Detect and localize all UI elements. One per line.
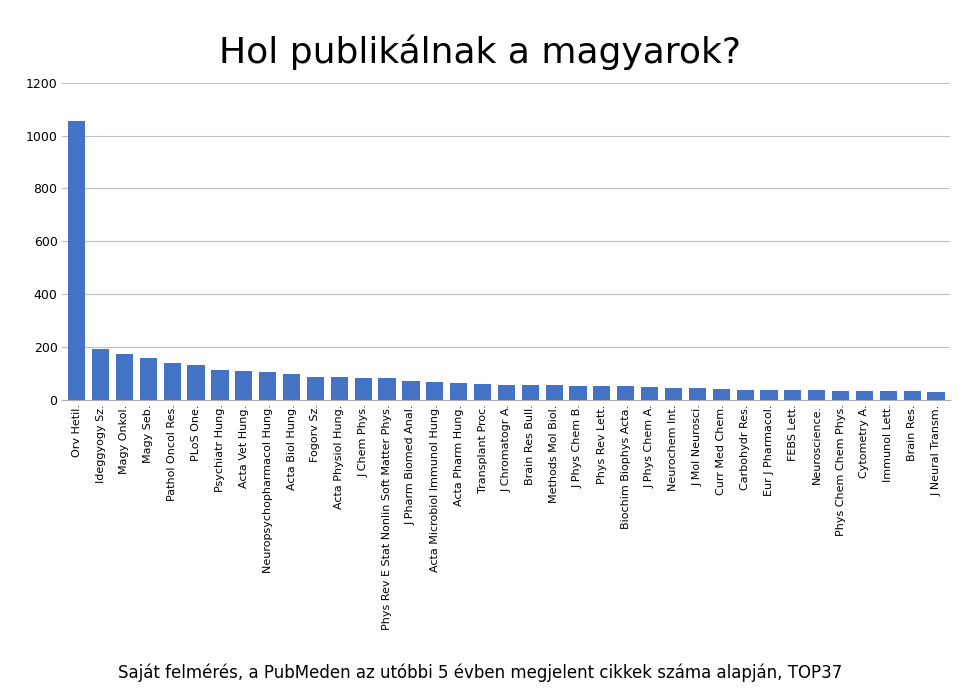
Bar: [927, 391, 945, 400]
Bar: [808, 391, 826, 400]
Bar: [402, 381, 420, 400]
Bar: [378, 378, 396, 400]
Bar: [140, 358, 156, 400]
Bar: [498, 384, 515, 400]
Bar: [832, 391, 850, 400]
Bar: [307, 377, 324, 400]
Bar: [92, 349, 109, 400]
Bar: [68, 121, 85, 400]
Bar: [235, 371, 252, 400]
Bar: [259, 372, 276, 400]
Bar: [283, 374, 300, 400]
Bar: [569, 386, 587, 400]
Bar: [879, 391, 897, 400]
Bar: [354, 378, 372, 400]
Bar: [903, 391, 921, 400]
Bar: [712, 389, 730, 400]
Bar: [593, 386, 611, 400]
Bar: [545, 385, 563, 400]
Bar: [856, 391, 873, 400]
Bar: [784, 390, 802, 400]
Bar: [688, 389, 706, 400]
Bar: [641, 387, 659, 400]
Bar: [116, 354, 133, 400]
Text: Saját felmérés, a PubMeden az utóbbi 5 évben megjelent cikkek száma alapján, TOP: Saját felmérés, a PubMeden az utóbbi 5 é…: [118, 664, 842, 682]
Bar: [521, 385, 539, 400]
Bar: [450, 383, 468, 400]
Bar: [163, 363, 180, 400]
Bar: [736, 389, 754, 400]
Bar: [665, 388, 683, 400]
Bar: [187, 365, 204, 400]
Bar: [426, 382, 444, 400]
Bar: [330, 377, 348, 400]
Bar: [617, 387, 635, 400]
Bar: [474, 384, 492, 400]
Bar: [211, 370, 228, 400]
Text: Hol publikálnak a magyarok?: Hol publikálnak a magyarok?: [219, 34, 741, 70]
Bar: [760, 390, 778, 400]
